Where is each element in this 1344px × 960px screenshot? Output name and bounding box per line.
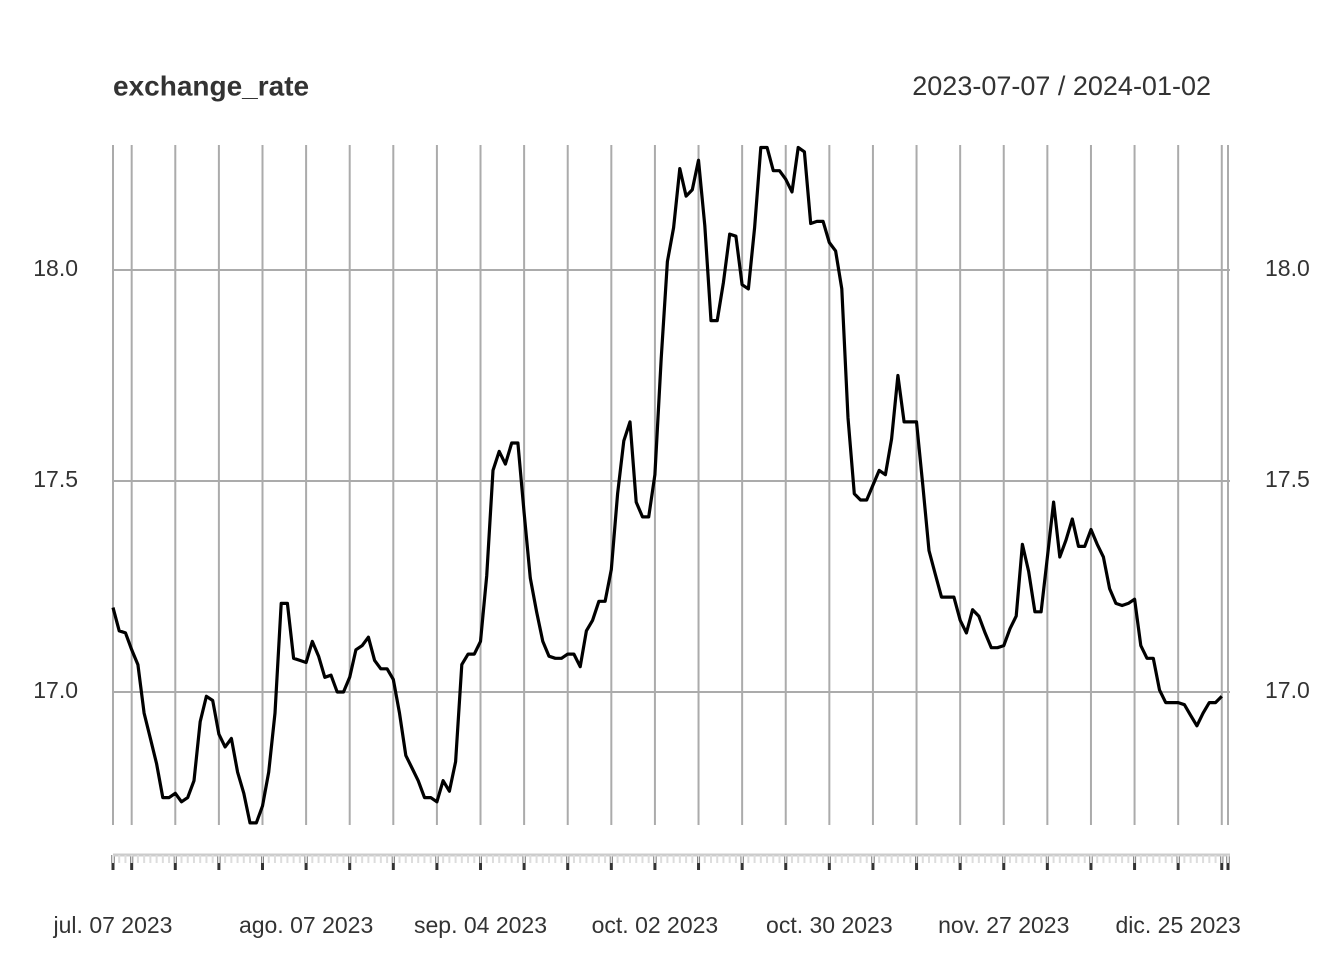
- x-tick-label: dic. 25 2023: [1116, 912, 1241, 938]
- x-tick-label: ago. 07 2023: [239, 912, 373, 938]
- y-tick-label-right: 17.0: [1265, 677, 1310, 703]
- y-tick-label-right: 18.0: [1265, 255, 1310, 281]
- x-tick-label: jul. 07 2023: [53, 912, 173, 938]
- x-tick-label: sep. 04 2023: [414, 912, 547, 938]
- y-tick-label: 17.5: [33, 466, 78, 492]
- date-range: 2023-07-07 / 2024-01-02: [912, 71, 1211, 101]
- y-tick-label: 17.0: [33, 677, 78, 703]
- y-tick-label: 18.0: [33, 255, 78, 281]
- chart-title: exchange_rate: [113, 70, 309, 101]
- y-tick-label-right: 17.5: [1265, 466, 1310, 492]
- x-tick-label: oct. 30 2023: [766, 912, 893, 938]
- series-line: [111, 145, 1223, 825]
- x-tick-label: oct. 02 2023: [592, 912, 719, 938]
- x-tick-label: nov. 27 2023: [938, 912, 1069, 938]
